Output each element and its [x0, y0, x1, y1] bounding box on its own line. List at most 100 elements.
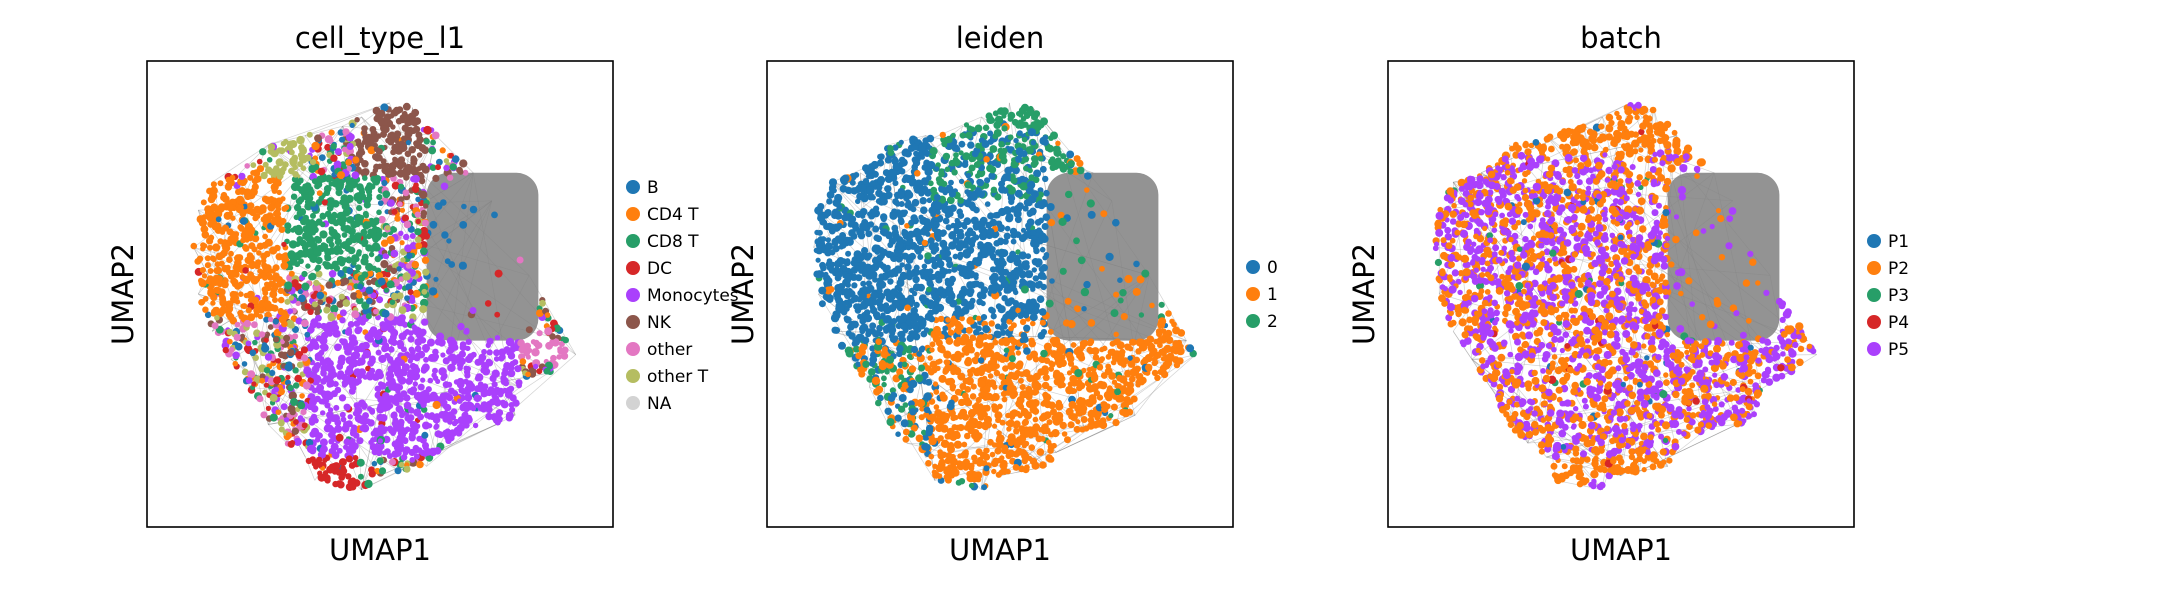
scatter-point: [415, 131, 423, 139]
scatter-point: [429, 164, 437, 171]
scatter-point: [1113, 291, 1120, 298]
scatter-point: [834, 211, 842, 220]
scatter-point: [357, 473, 364, 480]
scatter-point: [244, 193, 252, 201]
scatter-point: [326, 297, 333, 304]
scatter-point: [324, 477, 331, 484]
scatter-point: [1043, 189, 1050, 197]
scatter-point: [892, 271, 899, 278]
scatter-point: [390, 226, 396, 232]
scatter-point: [935, 303, 945, 312]
scatter-point: [413, 448, 419, 454]
scatter-point: [860, 280, 867, 287]
scatter-point: [263, 382, 269, 388]
scatter-point: [349, 382, 356, 390]
scatter-point: [1038, 265, 1046, 273]
scatter-point: [386, 280, 395, 289]
scatter-point: [388, 346, 395, 353]
scatter-point: [350, 351, 359, 360]
scatter-point: [268, 196, 275, 202]
scatter-point: [259, 377, 266, 384]
scatter-point: [1076, 159, 1084, 167]
scatter-point: [905, 199, 912, 206]
scatter-point: [305, 201, 311, 207]
scatter-point: [330, 154, 338, 162]
scatter-point: [1007, 186, 1016, 195]
scatter-point: [361, 353, 367, 360]
scatter-point: [933, 242, 939, 248]
scatter-point: [503, 370, 509, 376]
scatter-point: [414, 236, 422, 243]
scatter-point: [321, 199, 329, 206]
scatter-point: [214, 261, 221, 268]
scatter-point: [387, 395, 395, 403]
scatter-point: [1030, 320, 1036, 327]
scatter-point: [1039, 246, 1046, 253]
scatter-point: [339, 411, 346, 418]
scatter-point: [403, 401, 412, 410]
scatter-point: [917, 254, 924, 260]
scatter-point: [434, 338, 442, 346]
scatter-point: [1039, 165, 1047, 173]
scatter-point: [320, 410, 326, 416]
scatter-point: [1013, 289, 1019, 296]
scatter-point: [1094, 414, 1101, 421]
scatter-point: [296, 209, 304, 217]
scatter-point: [1022, 312, 1030, 319]
scatter-point: [419, 398, 428, 406]
scatter-point: [368, 439, 374, 446]
scatter-point: [292, 333, 299, 340]
scatter-point: [262, 221, 269, 228]
scatter-point: [275, 358, 282, 364]
scatter-point: [895, 431, 901, 438]
scatter-point: [235, 188, 242, 196]
scatter-point: [264, 281, 270, 288]
scatter-point: [304, 182, 312, 190]
scatter-point: [1105, 252, 1114, 261]
scatter-point: [366, 195, 373, 202]
scatter-point: [352, 156, 360, 164]
scatter-point: [293, 382, 300, 389]
scatter-point: [459, 404, 467, 412]
scatter-point: [832, 314, 839, 320]
scatter-point: [894, 414, 902, 422]
scatter-point: [983, 156, 990, 163]
scatter-point: [1010, 306, 1016, 312]
scatter-point: [1000, 157, 1008, 165]
scatter-point: [430, 356, 437, 362]
scatter-point: [411, 184, 420, 193]
scatter-point: [918, 364, 926, 372]
scatter-point: [1064, 297, 1072, 305]
scatter-point: [503, 346, 511, 353]
scatter-point: [368, 470, 376, 478]
scatter-point: [869, 360, 876, 367]
scatter-point: [1027, 167, 1033, 174]
scatter-point: [276, 189, 282, 196]
scatter-point: [271, 185, 277, 191]
scatter-point: [477, 384, 486, 393]
scatter-point: [346, 142, 354, 151]
scatter-point: [919, 345, 926, 352]
scatter-point: [976, 459, 984, 467]
scatter-point: [845, 258, 851, 264]
scatter-point: [241, 361, 248, 367]
scatter-point: [941, 140, 949, 148]
scatter-point: [394, 366, 402, 374]
scatter-point: [915, 374, 924, 383]
scatter-point: [544, 312, 551, 318]
scatter-point: [217, 180, 224, 187]
scatter-point: [924, 167, 933, 177]
scatter-point: [921, 443, 929, 451]
scatter-point: [317, 473, 326, 482]
scatter-point: [345, 455, 353, 463]
scatter-point: [1004, 225, 1011, 232]
scatter-point: [283, 417, 290, 423]
scatter-point: [249, 208, 257, 217]
scatter-point: [494, 311, 501, 318]
scatter-point: [301, 244, 308, 251]
scatter-point: [349, 181, 357, 189]
scatter-point: [304, 154, 312, 162]
scatter-point: [872, 170, 879, 178]
scatter-point: [230, 277, 238, 285]
scatter-point: [495, 409, 504, 417]
